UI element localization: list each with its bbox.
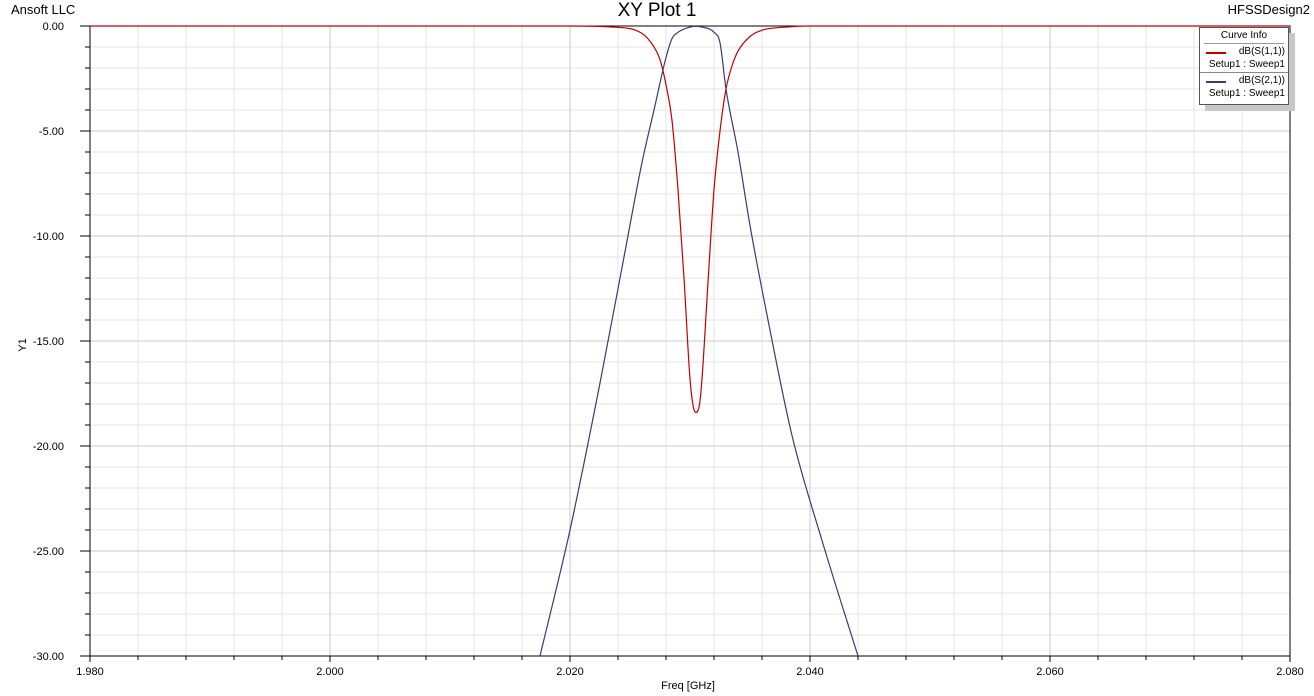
legend[interactable]: Curve Info dB(S(1,1)) Setup1 : Sweep1 dB… [1199,27,1289,105]
legend-swatch [1206,81,1226,83]
series-line-s21 [539,25,859,657]
y-axis-label: Y1 [17,338,29,351]
legend-title: Curve Info [1204,30,1284,44]
legend-swatch [1206,52,1226,54]
x-tick-label: 2.060 [1036,666,1064,678]
x-tick-labels: 1.980 2.000 2.020 2.040 2.060 2.080 [76,666,1304,678]
plot-title: XY Plot 1 [617,0,697,21]
x-tick-label: 2.080 [1276,666,1304,678]
legend-series-name: dB(S(1,1)) [1238,46,1285,57]
series-lines [90,25,1290,657]
legend-series-setup: Setup1 : Sweep1 [1208,88,1285,99]
y-tick-label: -20.00 [33,441,64,453]
series-line-s11 [90,25,1290,414]
axis-ticks [80,25,1291,662]
x-axis-label: Freq [GHz] [661,680,715,692]
y-tick-label: -30.00 [33,651,64,663]
x-tick-label: 2.000 [316,666,344,678]
x-tick-label: 1.980 [76,666,104,678]
legend-series-setup: Setup1 : Sweep1 [1208,59,1285,70]
design-name: HFSSDesign2 [1227,2,1310,17]
company-label: Ansoft LLC [11,2,76,17]
y-tick-label: -10.00 [33,231,64,243]
y-tick-label: -5.00 [39,126,64,138]
x-tick-label: 2.020 [556,666,584,678]
x-tick-label: 2.040 [796,666,824,678]
major-grid [90,26,1290,656]
legend-entry[interactable]: dB(S(1,1)) Setup1 : Sweep1 [1200,44,1288,73]
legend-entry[interactable]: dB(S(2,1)) Setup1 : Sweep1 [1200,73,1288,101]
legend-series-name: dB(S(2,1)) [1238,75,1285,86]
y-tick-label: 0.00 [43,21,64,33]
y-tick-label: -15.00 [33,336,64,348]
y-tick-labels: 0.00 -5.00 -10.00 -15.00 -20.00 -25.00 -30.00 [33,21,64,663]
y-tick-label: -25.00 [33,546,64,558]
